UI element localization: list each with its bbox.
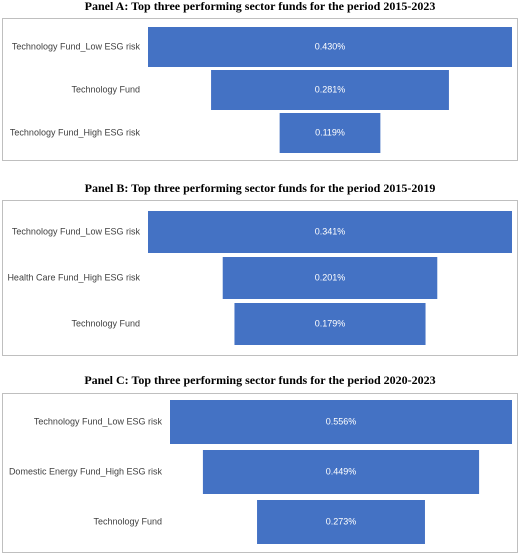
category-label: Technology Fund_Low ESG risk bbox=[12, 226, 141, 236]
funnel-bar bbox=[222, 257, 438, 299]
funnel-bar bbox=[148, 27, 512, 67]
funnel-bar bbox=[148, 211, 512, 253]
category-label: Health Care Fund_High ESG risk bbox=[7, 272, 140, 282]
value-label: 0.179% bbox=[315, 318, 346, 328]
category-label: Technology Fund bbox=[71, 318, 140, 328]
panel: Panel A: Top three performing sector fun… bbox=[2, 0, 518, 161]
category-label: Technology Fund bbox=[71, 84, 140, 94]
panel-title: Panel B: Top three performing sector fun… bbox=[85, 181, 436, 195]
panel: Panel B: Top three performing sector fun… bbox=[2, 181, 518, 356]
funnel-bar bbox=[202, 450, 480, 494]
value-label: 0.556% bbox=[326, 416, 357, 426]
category-label: Technology Fund_Low ESG risk bbox=[34, 416, 163, 426]
funnel-bar bbox=[234, 303, 426, 345]
value-label: 0.201% bbox=[315, 272, 346, 282]
panel-border bbox=[2, 18, 518, 161]
value-label: 0.449% bbox=[326, 466, 357, 476]
funnel-bar bbox=[211, 70, 449, 110]
category-label: Technology Fund_High ESG risk bbox=[10, 127, 141, 137]
value-label: 0.430% bbox=[315, 41, 346, 51]
panel-title: Panel A: Top three performing sector fun… bbox=[85, 0, 436, 13]
value-label: 0.119% bbox=[315, 127, 345, 137]
panel-border bbox=[2, 200, 518, 356]
category-label: Domestic Energy Fund_High ESG risk bbox=[9, 466, 163, 476]
funnel-bar bbox=[170, 400, 512, 444]
category-label: Technology Fund bbox=[93, 516, 162, 526]
category-label: Technology Fund_Low ESG risk bbox=[12, 41, 141, 51]
panel: Panel C: Top three performing sector fun… bbox=[2, 373, 518, 553]
value-label: 0.341% bbox=[315, 226, 346, 236]
funnel-bar bbox=[279, 113, 381, 153]
value-label: 0.273% bbox=[326, 516, 357, 526]
funnel-bar bbox=[257, 500, 425, 544]
value-label: 0.281% bbox=[315, 84, 346, 94]
panel-border bbox=[2, 393, 518, 553]
panel-title: Panel C: Top three performing sector fun… bbox=[84, 373, 435, 387]
